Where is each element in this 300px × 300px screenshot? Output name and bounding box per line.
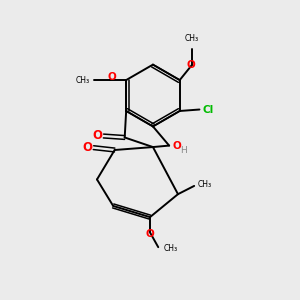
- Text: O: O: [107, 71, 116, 82]
- Text: CH₃: CH₃: [164, 244, 178, 253]
- Text: CH₃: CH₃: [185, 34, 199, 43]
- Text: CH₃: CH₃: [76, 76, 90, 85]
- Text: Cl: Cl: [202, 104, 214, 115]
- Text: CH₃: CH₃: [198, 180, 212, 189]
- Text: H: H: [180, 146, 187, 155]
- Text: O: O: [82, 141, 93, 154]
- Text: O: O: [186, 60, 195, 70]
- Text: O: O: [93, 129, 103, 142]
- Text: O: O: [146, 229, 154, 238]
- Text: O: O: [173, 141, 182, 151]
